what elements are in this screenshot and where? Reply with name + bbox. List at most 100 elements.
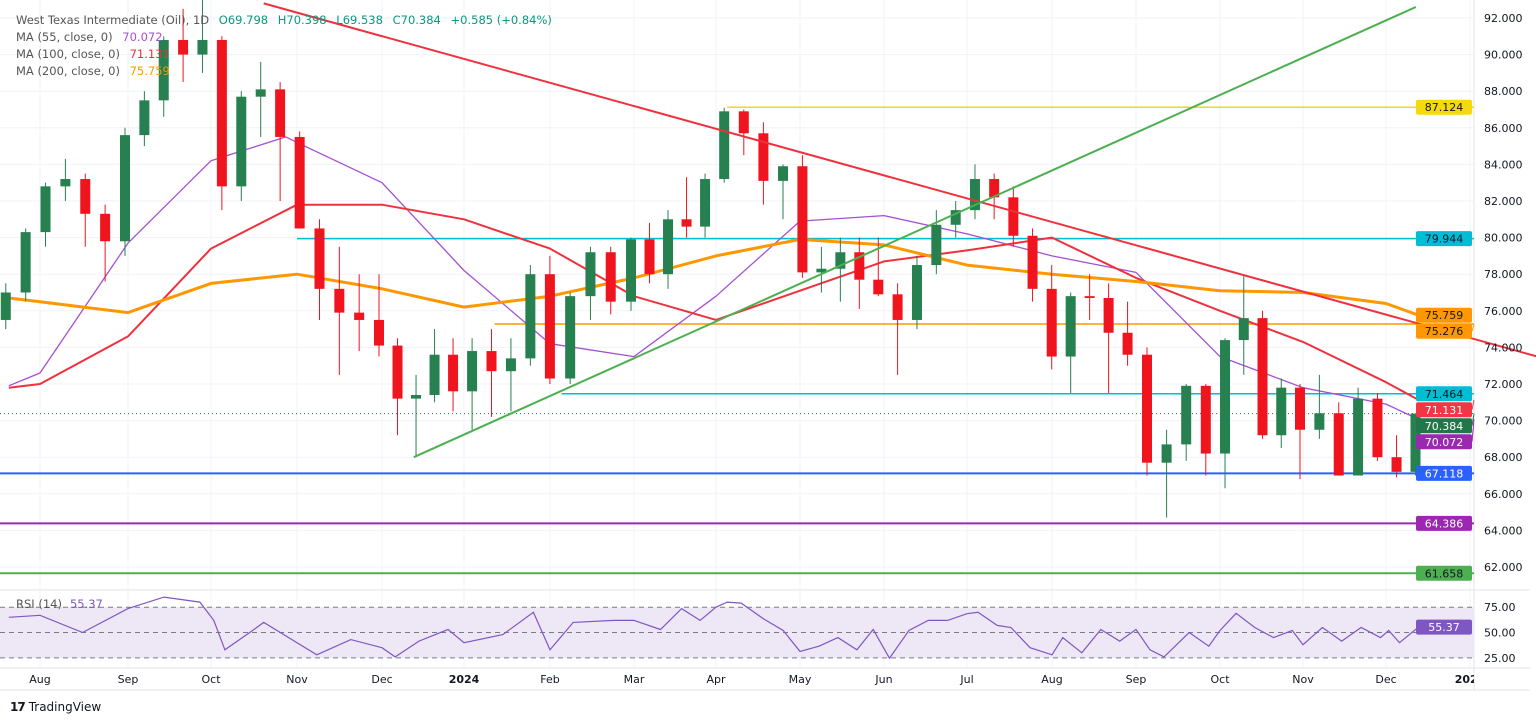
candle (644, 222, 655, 284)
ma200-legend[interactable]: MA (200, close, 0) 75.759 (16, 63, 558, 80)
candle-body (873, 279, 884, 295)
candle (1181, 384, 1192, 461)
price-tick-label: 66.000 (1484, 488, 1523, 501)
price-badge-bg (1416, 386, 1472, 402)
candle-body (1257, 318, 1268, 436)
candle-body (950, 210, 961, 225)
level-badge: 79.944 (1416, 231, 1472, 247)
ma55-value: 70.072 (122, 30, 163, 44)
candle-body (197, 39, 208, 55)
price-tick-label: 70.000 (1484, 415, 1523, 428)
price-badge-label: 87.124 (1425, 101, 1464, 114)
candle (505, 338, 516, 412)
candle-body (448, 354, 459, 392)
candle (120, 127, 130, 256)
candle (197, 0, 208, 73)
candle-body (275, 89, 286, 137)
price-tick-label: 86.000 (1484, 122, 1523, 135)
trendline-descending-resistance[interactable] (263, 2, 1536, 358)
ma100-legend[interactable]: MA (100, close, 0) 71.131 (16, 46, 558, 63)
candle-body (1046, 288, 1057, 357)
trendline-ascending-trendline[interactable] (413, 6, 1417, 459)
price-badge-bg (1416, 307, 1472, 323)
candle-body (585, 252, 596, 297)
candle (255, 61, 266, 137)
candle-body (158, 39, 169, 101)
candle-body (1353, 398, 1364, 476)
ma100-value: 71.131 (129, 47, 170, 61)
candle-body (80, 179, 91, 214)
candle-body (40, 186, 51, 233)
candle-body (1103, 297, 1114, 333)
rsi-badge-label: 55.37 (1428, 621, 1460, 634)
candle (1333, 402, 1344, 476)
candle-body (294, 136, 305, 229)
candle (1065, 292, 1076, 394)
candle (1103, 283, 1114, 394)
time-tick-label: Dec (1375, 673, 1396, 686)
candle (1372, 393, 1383, 461)
price-badge-label: 70.072 (1425, 436, 1464, 449)
candle (100, 204, 111, 282)
ma55-label: MA (55, close, 0) (16, 30, 113, 44)
candle (1046, 265, 1057, 370)
price-tick-label: 62.000 (1484, 561, 1523, 574)
candle-body (892, 294, 903, 320)
rsi-tick-label: 25.00 (1484, 652, 1516, 665)
candle-body (139, 100, 150, 136)
candle-body (178, 39, 189, 55)
time-tick-label: Mar (624, 673, 645, 686)
time-tick-label: Jun (874, 673, 892, 686)
candle-body (1161, 444, 1172, 463)
candle (1410, 413, 1421, 476)
level-badge: 71.464 (1416, 386, 1472, 402)
price-badge-bg (1416, 418, 1472, 434)
chart-legend: West Texas Intermediate (Oil), 1D O69.79… (16, 12, 558, 80)
candle (816, 246, 827, 293)
candle (585, 246, 596, 320)
candle-body (1372, 398, 1383, 458)
candle-body (854, 252, 865, 280)
rsi-panel[interactable]: 75.00 50.00 25.00 55.37 RSI (14) 55.37 (0, 596, 1516, 665)
price-badge-label: 70.384 (1425, 420, 1464, 433)
candle (486, 329, 497, 417)
candle-body (216, 39, 227, 187)
candle-body (334, 288, 345, 313)
candle (1161, 429, 1172, 518)
candle-body (100, 213, 111, 242)
candle (158, 36, 169, 117)
price-badge-bg (1416, 465, 1472, 481)
candle (1257, 310, 1268, 439)
candle-body (626, 239, 636, 302)
price-tick-label: 78.000 (1484, 268, 1523, 281)
indicator-badge: 70.384 (1416, 413, 1475, 434)
candle-body (60, 179, 71, 187)
candle (835, 237, 846, 302)
candle (1238, 274, 1249, 375)
candle-body (969, 179, 980, 211)
price-tick-label: 84.000 (1484, 158, 1523, 171)
price-badge-label: 75.276 (1425, 325, 1464, 338)
candle (626, 237, 636, 311)
candle-body (1200, 385, 1211, 454)
candle-body (467, 351, 478, 392)
candle-body (20, 232, 31, 293)
price-tick-label: 88.000 (1484, 85, 1523, 98)
brand-text: TradingView (28, 700, 102, 714)
candle-body (429, 354, 440, 395)
price-axis[interactable]: 92.000 90.000 88.000 86.000 84.000 82.000 80.0… (1484, 12, 1523, 574)
candle-body (255, 89, 266, 97)
candle-body (816, 268, 827, 273)
high-value: H70.398 (277, 13, 327, 27)
symbol-title[interactable]: West Texas Intermediate (Oil), 1D (16, 13, 210, 27)
candle-body (354, 312, 365, 320)
ma55-legend[interactable]: MA (55, close, 0) 70.072 (16, 29, 558, 46)
time-tick-label: Sep (118, 673, 139, 686)
candle-body (0, 292, 11, 320)
time-axis[interactable]: Aug Sep Oct Nov Dec 2024 Feb Mar Apr May Jun Jul Aug… (29, 673, 1485, 686)
candle (1276, 378, 1287, 449)
price-badge-label: 79.944 (1425, 233, 1464, 246)
ma200-value: 75.759 (129, 64, 170, 78)
trendlines[interactable] (263, 2, 1536, 459)
